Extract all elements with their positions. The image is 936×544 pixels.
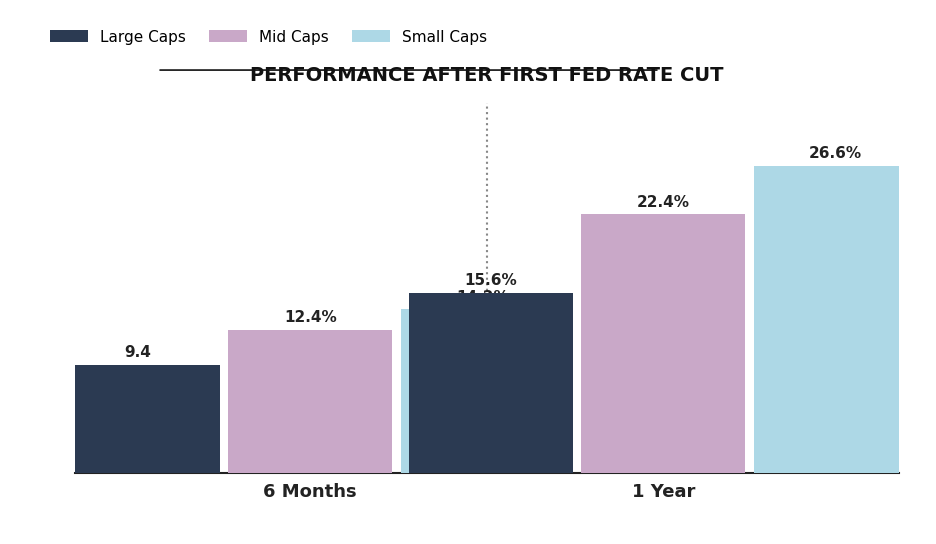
Bar: [753, 166, 918, 473]
Text: WHAT HAPPENS TO STOCK WHEN THE FED CUTS?: WHAT HAPPENS TO STOCK WHEN THE FED CUTS?: [150, 26, 917, 53]
Bar: [401, 309, 564, 473]
Text: 9.4: 9.4: [124, 345, 151, 360]
Text: 26.6%: 26.6%: [810, 146, 862, 161]
Text: 12.4%: 12.4%: [284, 310, 337, 325]
Bar: [409, 293, 573, 473]
Legend: Large Caps, Mid Caps, Small Caps: Large Caps, Mid Caps, Small Caps: [50, 29, 488, 45]
Bar: [228, 330, 392, 473]
Bar: [581, 214, 745, 473]
Text: 14.2%: 14.2%: [457, 289, 509, 305]
Bar: [55, 364, 220, 473]
Text: 15.6%: 15.6%: [464, 273, 517, 288]
Text: 22.4%: 22.4%: [636, 195, 690, 209]
Title: PERFORMANCE AFTER FIRST FED RATE CUT: PERFORMANCE AFTER FIRST FED RATE CUT: [250, 66, 724, 85]
Text: SOURCE: JEFFRIES, FEDERAL RESERVE BOARD, HAVER ANALYTICS, CENTER FOR RESEARCH IN: SOURCE: JEFFRIES, FEDERAL RESERVE BOARD,…: [37, 519, 899, 528]
